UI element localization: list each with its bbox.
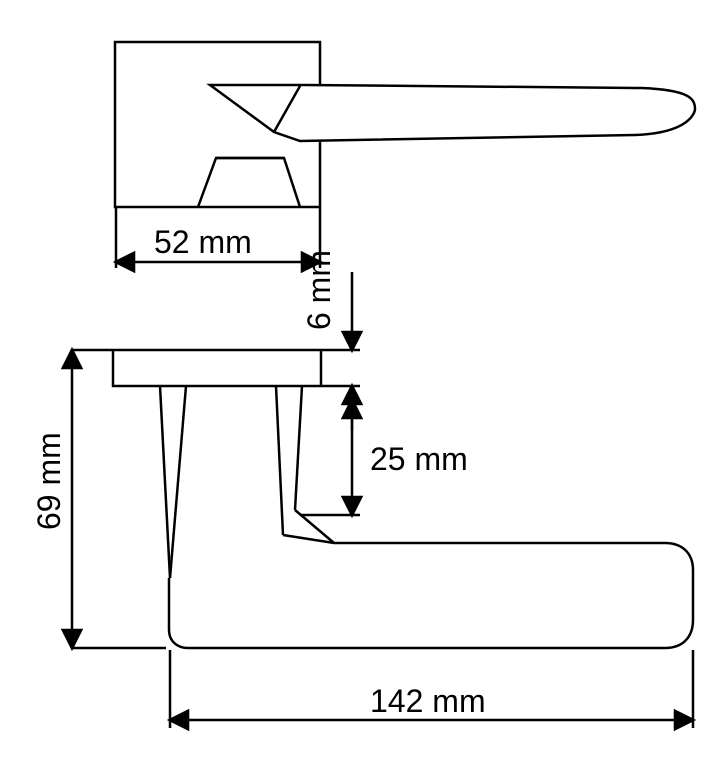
lever-side-outline [169,535,693,648]
top-view [115,42,695,207]
dim-142mm-label: 142 mm [370,683,486,719]
side-view [113,350,693,648]
lever-top-outline [210,85,695,141]
dimensions: 52 mm 6 mm 25 mm 69 mm 142 m [31,208,693,728]
dim-6mm-label: 6 mm [301,250,337,330]
neck-side-r1 [276,386,283,535]
dim-52mm: 52 mm [116,208,320,268]
plate-side [113,350,321,386]
technical-drawing: 52 mm 6 mm 25 mm 69 mm 142 m [0,0,722,779]
neck-top [198,158,300,207]
neck-side-l1 [160,386,170,578]
dim-52mm-label: 52 mm [154,224,252,260]
dim-25mm: 25 mm [300,400,468,515]
neck-side-r2 [295,386,302,510]
dim-69mm: 69 mm [31,350,166,648]
dim-142mm: 142 mm [170,650,693,728]
dim-25mm-label: 25 mm [370,441,468,477]
neck-side-l2 [170,386,186,578]
dim-69mm-label: 69 mm [31,432,67,530]
